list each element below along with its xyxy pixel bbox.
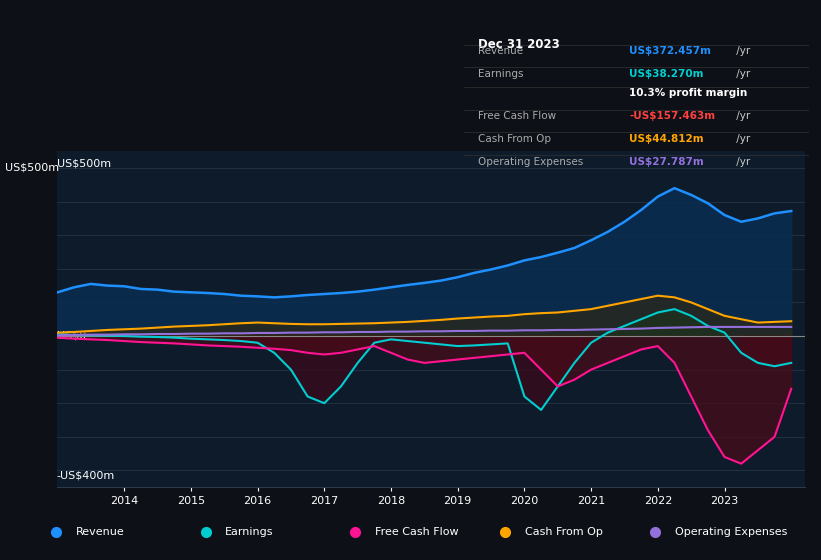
Text: Revenue: Revenue xyxy=(76,527,124,537)
Text: US$500m: US$500m xyxy=(5,163,59,173)
Text: /yr: /yr xyxy=(733,111,750,121)
Text: US$372.457m: US$372.457m xyxy=(630,46,711,56)
Text: Revenue: Revenue xyxy=(478,46,523,56)
Text: /yr: /yr xyxy=(733,157,750,167)
Text: Earnings: Earnings xyxy=(478,69,523,79)
Text: US$44.812m: US$44.812m xyxy=(630,134,704,144)
Text: US$500m: US$500m xyxy=(57,158,111,168)
Text: US$0: US$0 xyxy=(57,331,86,341)
Text: /yr: /yr xyxy=(733,46,750,56)
Text: Cash From Op: Cash From Op xyxy=(525,527,603,537)
Text: Dec 31 2023: Dec 31 2023 xyxy=(478,38,559,51)
Text: -US$157.463m: -US$157.463m xyxy=(630,111,716,121)
Text: Operating Expenses: Operating Expenses xyxy=(675,527,787,537)
Text: /yr: /yr xyxy=(733,69,750,79)
Text: Earnings: Earnings xyxy=(225,527,273,537)
Text: /yr: /yr xyxy=(733,134,750,144)
Text: Free Cash Flow: Free Cash Flow xyxy=(478,111,556,121)
Text: US$27.787m: US$27.787m xyxy=(630,157,704,167)
Text: US$38.270m: US$38.270m xyxy=(630,69,704,79)
Text: Operating Expenses: Operating Expenses xyxy=(478,157,583,167)
Text: Free Cash Flow: Free Cash Flow xyxy=(375,527,459,537)
Text: -US$400m: -US$400m xyxy=(57,470,115,480)
Text: Cash From Op: Cash From Op xyxy=(478,134,551,144)
Text: 10.3% profit margin: 10.3% profit margin xyxy=(630,88,748,99)
